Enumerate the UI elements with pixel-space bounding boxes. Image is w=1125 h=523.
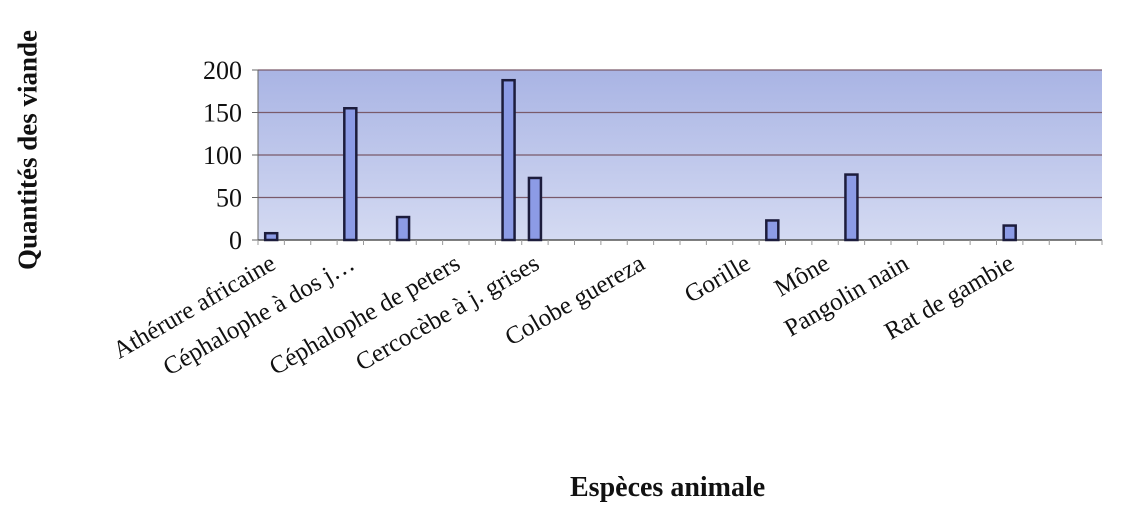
bar (1002, 224, 1017, 242)
x-axis-title: Espèces animale (570, 472, 766, 503)
y-tick-label: 200 (203, 56, 242, 85)
bar (844, 173, 859, 242)
y-tick-label: 150 (203, 99, 242, 128)
y-axis-title: Quantités des viande (12, 29, 43, 271)
x-tick-label: Gorille (680, 250, 755, 309)
y-axis-title-container: Quantités des viande (8, 0, 48, 300)
y-tick-label: 0 (229, 226, 242, 255)
bar (765, 219, 780, 242)
bar (501, 78, 516, 242)
bar (395, 215, 411, 242)
bar (527, 176, 543, 242)
bar (343, 107, 358, 242)
y-tick-label: 100 (203, 141, 242, 170)
y-tick-label: 50 (216, 184, 242, 213)
bar (263, 231, 279, 242)
